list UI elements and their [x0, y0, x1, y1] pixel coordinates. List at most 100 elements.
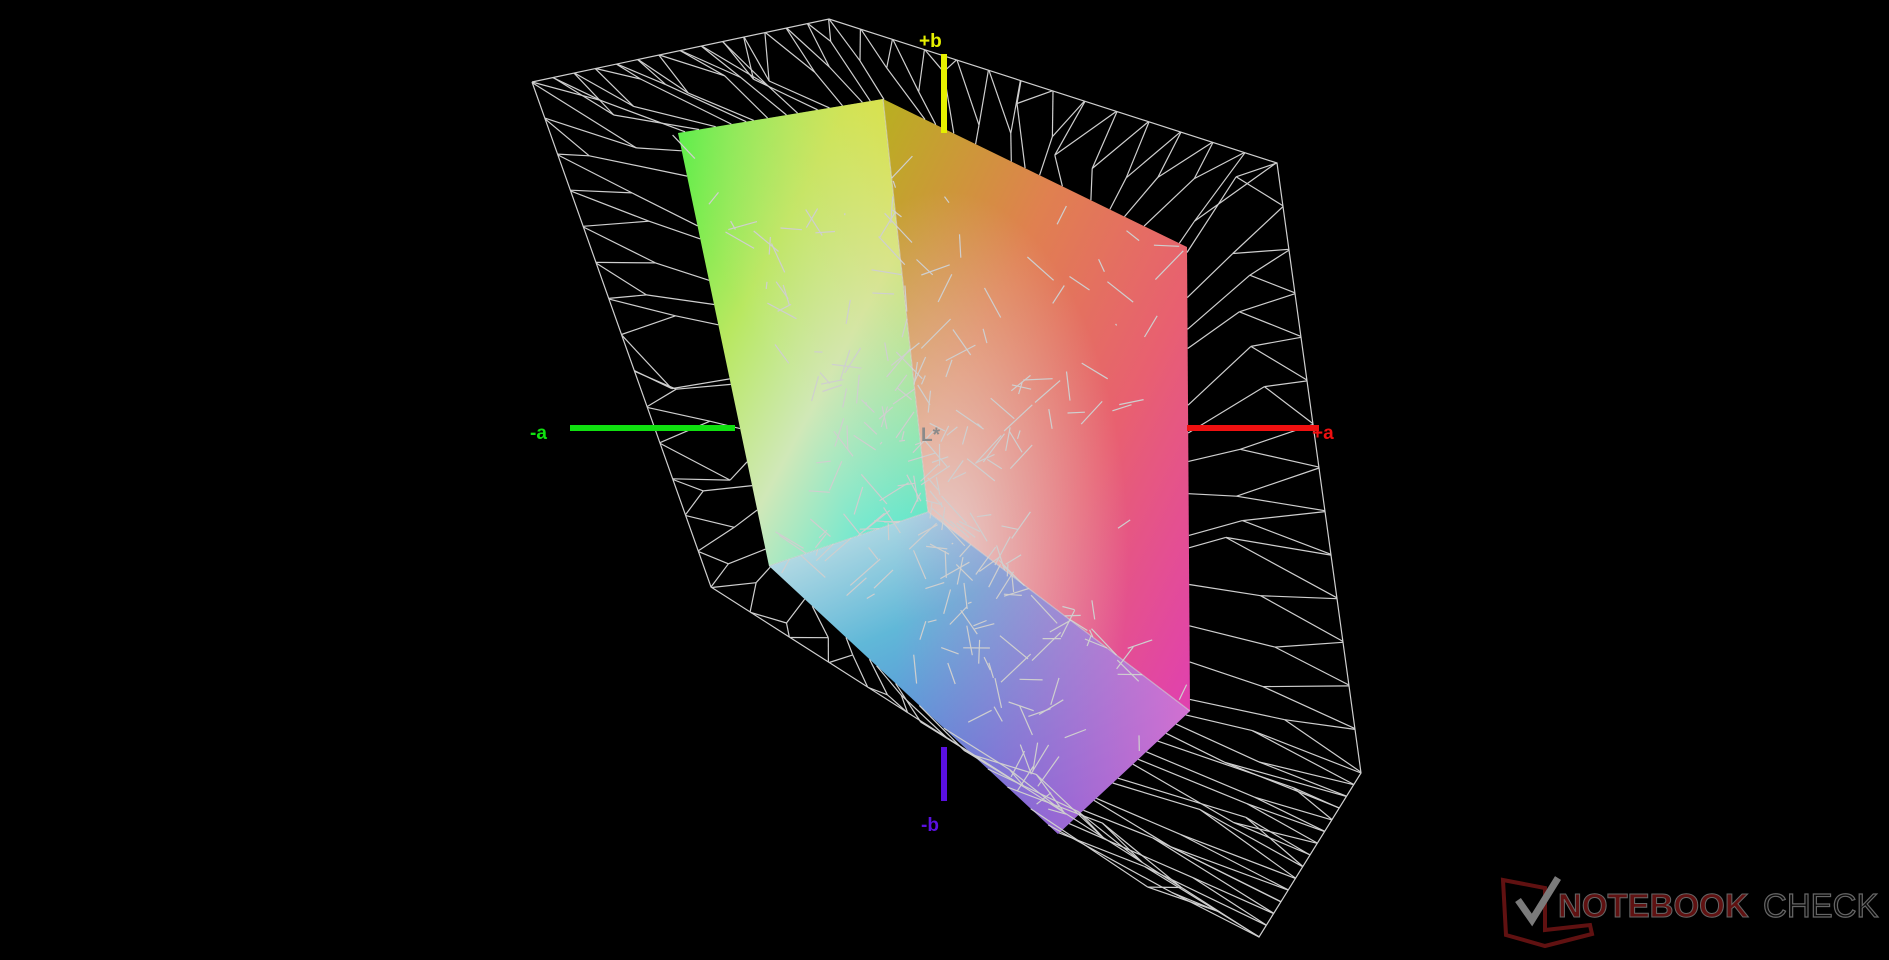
- wireframe-edge: [811, 605, 829, 638]
- wireframe-edge: [1152, 837, 1275, 914]
- wireframe-edge: [978, 639, 981, 664]
- wireframe-edge: [1245, 816, 1311, 856]
- wireframe-edge: [640, 78, 732, 125]
- wireframe-edge: [1016, 103, 1026, 169]
- wireframe-edge: [1165, 732, 1226, 763]
- wireframe-edge: [1124, 176, 1159, 217]
- wireframe-edge: [1109, 177, 1127, 210]
- wireframe-edge: [648, 220, 701, 240]
- wireframe-edge: [908, 522, 938, 550]
- wireframe-edge: [1081, 362, 1109, 380]
- wireframe-edge: [1284, 719, 1362, 773]
- wireframe-edge: [1187, 274, 1251, 330]
- wireframe-edge: [1180, 834, 1289, 891]
- wireframe-edge: [1098, 259, 1105, 273]
- wireframe-edge: [1232, 248, 1289, 255]
- wireframe-edge: [725, 231, 755, 249]
- wireframe-edge: [1039, 136, 1053, 176]
- wireframe-edge: [1178, 220, 1195, 244]
- wireframe-edge: [943, 727, 1010, 771]
- watermark-text-light: CHECK: [1763, 887, 1879, 924]
- wireframe-edge: [1089, 629, 1094, 638]
- wireframe-edge: [884, 342, 889, 362]
- wireframe-edge: [1030, 744, 1050, 774]
- wireframe-edge: [1225, 536, 1338, 599]
- wireframe-edge: [945, 359, 953, 378]
- wireframe-edge: [1186, 176, 1237, 253]
- wireframe-edge: [863, 421, 878, 435]
- checkmark-icon: [1515, 876, 1561, 927]
- wireframe-edge: [1192, 877, 1274, 915]
- wireframe-edge: [728, 221, 758, 231]
- wireframe-edge: [1117, 777, 1246, 818]
- wireframe-edge: [710, 563, 729, 588]
- wireframe-edge: [1235, 176, 1284, 207]
- wireframe-edge: [920, 375, 926, 385]
- plus-b-label: +b: [919, 31, 942, 52]
- wireframe-edge: [655, 262, 710, 281]
- wireframe-edge: [1239, 311, 1302, 337]
- wireframe-edge: [764, 32, 770, 82]
- wireframe-edge: [785, 27, 816, 73]
- wireframe-edge: [1240, 448, 1320, 468]
- wireframe-edge: [1091, 121, 1149, 169]
- wireframe-edge: [852, 654, 869, 688]
- wireframe-edge: [1032, 742, 1039, 772]
- wireframe-edge: [1146, 751, 1255, 798]
- wireframe-edge: [658, 54, 689, 94]
- wireframe-edge: [1010, 133, 1012, 162]
- wireframe-edge: [1016, 80, 1022, 104]
- wireframe-edge: [846, 577, 867, 597]
- wireframe-edge: [1115, 323, 1118, 326]
- wireframe-edge: [830, 41, 871, 102]
- wireframe-edge: [680, 49, 742, 79]
- wireframe-edge: [1170, 846, 1289, 891]
- wireframe-edge: [1249, 249, 1290, 276]
- wireframe-edge: [918, 91, 937, 125]
- wireframe-edge: [1036, 792, 1052, 805]
- wireframe-edge: [899, 439, 906, 442]
- wireframe-edge: [574, 72, 634, 107]
- wireframe-edge: [697, 526, 735, 552]
- wireframe-edge: [988, 564, 1002, 588]
- wireframe-edge: [976, 514, 992, 518]
- wireframe-edge: [975, 453, 995, 464]
- wireframe-edge: [1127, 639, 1153, 649]
- wireframe-edge: [743, 36, 755, 80]
- wireframe-edge: [901, 318, 908, 338]
- wireframe-edge: [845, 299, 851, 325]
- wireframe-edge: [956, 556, 964, 585]
- wireframe-edge: [910, 492, 922, 514]
- wireframe-edge: [868, 658, 888, 696]
- wireframe-edge: [1189, 698, 1285, 721]
- wireframe-edge: [1194, 151, 1245, 180]
- wireframe-edge: [925, 582, 945, 590]
- wireframe-edge: [891, 155, 913, 179]
- wireframe-edge: [868, 547, 879, 560]
- wireframe-edge: [1274, 641, 1344, 648]
- wireframe-edge: [1023, 378, 1053, 381]
- wireframe-edge: [595, 261, 656, 264]
- wireframe-edge: [960, 609, 978, 635]
- wireframe-edge: [1236, 495, 1325, 512]
- wireframe-edge: [900, 694, 909, 713]
- wireframe-edge: [1090, 168, 1093, 201]
- wireframe-edge: [1194, 162, 1277, 222]
- wireframe-edge: [1157, 131, 1182, 178]
- gamut-solid: [678, 99, 1190, 834]
- wireframe-edge: [937, 274, 953, 303]
- wireframe-edge: [920, 721, 947, 739]
- wireframe-edge: [1030, 808, 1149, 888]
- wireframe-edge: [983, 656, 991, 671]
- wireframe-edge: [767, 302, 797, 320]
- wireframe-edge: [952, 471, 967, 480]
- wireframe-edge: [672, 478, 704, 492]
- wireframe-edge: [1258, 761, 1347, 797]
- wireframe-edge: [665, 84, 747, 123]
- wireframe-edge: [871, 269, 902, 276]
- wireframe-edge: [1193, 142, 1214, 179]
- wireframe-edge: [1001, 525, 1019, 530]
- wireframe-edge: [1051, 100, 1085, 138]
- wireframe-edge: [834, 418, 845, 447]
- wireframe-edge: [1016, 430, 1021, 439]
